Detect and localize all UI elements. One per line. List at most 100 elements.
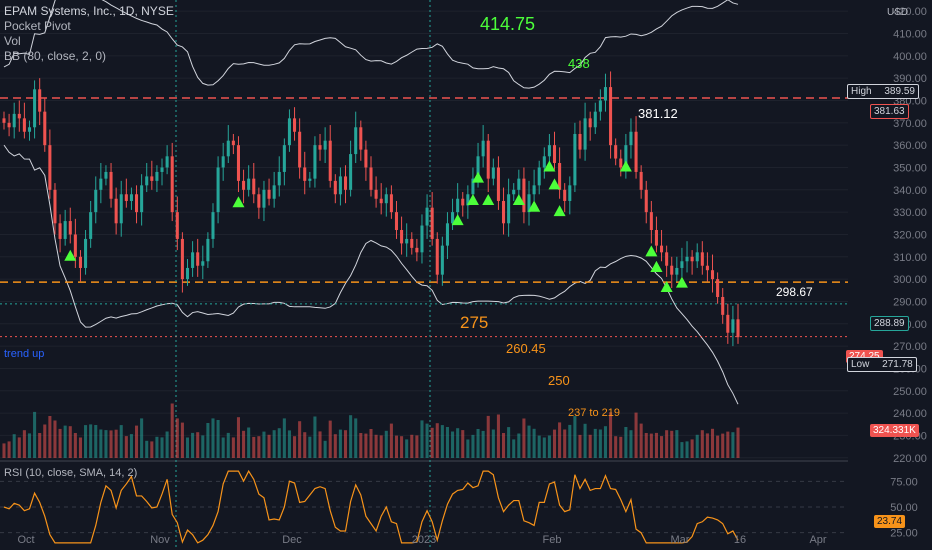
- pivot-marker: [466, 193, 479, 205]
- volume-bar: [609, 412, 613, 458]
- candle-body: [435, 238, 439, 275]
- volume-bar: [680, 442, 684, 458]
- volume-bar: [537, 435, 541, 458]
- volume-bar: [415, 435, 419, 458]
- volume-bar: [665, 430, 669, 458]
- candle-body: [308, 178, 312, 181]
- volume-bar: [38, 433, 42, 458]
- pivot-marker: [482, 193, 495, 205]
- volume-tag: 324.331K: [870, 424, 919, 437]
- candle-body: [665, 252, 669, 266]
- volume-bar: [94, 425, 98, 458]
- volume-bar: [109, 430, 113, 458]
- indicator-pocket-pivot[interactable]: Pocket Pivot: [4, 19, 71, 33]
- low-tag: Low 271.78: [847, 357, 917, 372]
- volume-bar: [129, 434, 133, 458]
- candle-body: [389, 194, 393, 213]
- candle-body: [675, 267, 679, 275]
- volume-bar: [573, 416, 577, 458]
- candle-body: [359, 127, 363, 150]
- candle-body: [649, 212, 653, 230]
- candle-body: [140, 185, 144, 213]
- low-label: Low: [851, 359, 870, 370]
- volume-bar: [481, 430, 485, 458]
- annotation-label: 438: [568, 56, 590, 71]
- y-tick-label: 300.00: [893, 274, 927, 286]
- volume-bar: [277, 428, 281, 458]
- indicator-bb[interactable]: BB (80, close, 2, 0): [4, 49, 107, 63]
- candle-body: [328, 140, 332, 181]
- symbol-title[interactable]: EPAM Systems, Inc., 1D, NYSE: [4, 4, 174, 18]
- candle-body: [726, 314, 730, 333]
- volume-bar: [568, 424, 572, 458]
- x-tick-label: Apr: [809, 534, 826, 546]
- volume-bar: [695, 434, 699, 458]
- volume-bar: [517, 433, 521, 458]
- volume-bar: [685, 441, 689, 458]
- volume-bar: [451, 431, 455, 458]
- volume-bar: [598, 429, 602, 458]
- annotations: 414.75 438 381.12 298.67 275 260.45 250 237 to …: [4, 14, 813, 419]
- x-tick-label: Feb: [543, 534, 562, 546]
- volume-bar: [33, 411, 37, 458]
- candle-body: [593, 111, 597, 128]
- volume-bar: [588, 434, 592, 458]
- candle-body: [685, 256, 689, 262]
- candle-body: [221, 156, 225, 168]
- volume-bar: [654, 432, 658, 458]
- volume-bar: [364, 433, 368, 458]
- volume-bar: [507, 427, 511, 458]
- candle-body: [349, 154, 353, 190]
- candle-body: [53, 189, 57, 224]
- candle-body: [318, 145, 322, 150]
- y-tick-label: 240.00: [893, 408, 927, 420]
- candle-body: [405, 238, 409, 244]
- candle-body: [155, 171, 159, 181]
- volume-bar: [716, 435, 720, 458]
- y-tick-label: 250.00: [893, 386, 927, 398]
- volume-bar: [73, 433, 77, 458]
- volume-bar: [124, 436, 128, 458]
- rsi-tick-label: 75.00: [890, 476, 918, 488]
- pivot-marker: [619, 160, 632, 172]
- volume-bar: [660, 436, 664, 458]
- volume-bar: [522, 418, 526, 458]
- candle-body: [150, 176, 154, 181]
- current-price-tag: 381.63: [870, 104, 909, 119]
- volume-bar: [206, 423, 210, 458]
- candle-body: [191, 252, 195, 268]
- rsi-legend[interactable]: RSI (10, close, SMA, 14, 2): [4, 467, 138, 479]
- volume-bar: [323, 440, 327, 458]
- candle-body: [267, 189, 271, 199]
- pivot-marker: [64, 249, 77, 261]
- volume-bar: [145, 440, 149, 458]
- candle-body: [252, 178, 256, 195]
- volume-bar: [338, 429, 342, 458]
- y-tick-label: 320.00: [893, 229, 927, 241]
- volume-bar: [43, 424, 47, 458]
- volume-bar: [155, 436, 159, 458]
- candle-body: [440, 245, 444, 275]
- volume-bar: [231, 437, 235, 458]
- candle-body: [695, 252, 699, 262]
- volume-bar: [252, 436, 256, 458]
- candle-body: [609, 87, 613, 146]
- candle-body: [507, 194, 511, 224]
- volume-bar: [318, 431, 322, 458]
- candle-body: [547, 145, 551, 157]
- volume-bar: [466, 439, 470, 458]
- volume-bar: [461, 430, 465, 458]
- candle-body: [716, 279, 720, 297]
- candle-body: [84, 238, 88, 268]
- candle-body: [670, 265, 674, 275]
- volume-bar: [99, 429, 103, 458]
- y-tick-label: 400.00: [893, 51, 927, 63]
- y-tick-label: 340.00: [893, 185, 927, 197]
- volume-bar: [552, 429, 557, 458]
- candle-body: [298, 131, 302, 168]
- candle-body: [690, 256, 694, 262]
- candle-body: [445, 223, 449, 246]
- indicator-vol[interactable]: Vol: [4, 34, 21, 48]
- candle-body: [201, 261, 205, 266]
